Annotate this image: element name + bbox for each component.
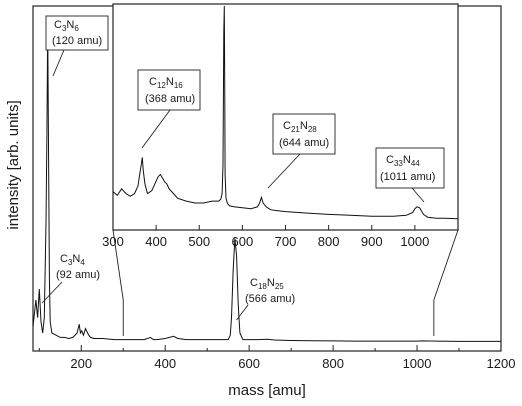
annotation-mass: (368 amu)	[145, 93, 195, 105]
inset-x-tick-label: 700	[275, 234, 297, 249]
annotation-c33n44: C33N44 (1011 amu)	[375, 147, 445, 203]
inset-x-tick-label: 1000	[400, 234, 429, 249]
inset-x-tick-label: 500	[188, 234, 210, 249]
inset-x-tick-label: 800	[318, 234, 340, 249]
annotation-leader	[41, 281, 63, 304]
annotation-formula: C18N25	[250, 277, 284, 291]
main-x-tick-label: 800	[322, 356, 344, 371]
annotation-leader	[141, 109, 171, 149]
annotation-mass: (92 amu)	[56, 269, 100, 281]
x-axis-title: mass [amu]	[228, 382, 306, 399]
main-x-tick-label: 400	[154, 356, 176, 371]
annotation-leader	[52, 49, 65, 77]
annotation-mass: (644 amu)	[279, 137, 329, 149]
annotation-mass: (120 amu)	[52, 35, 102, 47]
annotation-mass: (566 amu)	[245, 293, 295, 305]
main-x-ticks: 200 400 600 800 1000 1200	[38, 345, 516, 371]
annotation-mass: (1011 amu)	[380, 171, 435, 183]
y-axis-title: intensity [arb. units]	[5, 100, 22, 229]
main-x-tick-label: 1200	[487, 356, 516, 371]
main-x-tick-label: 200	[70, 356, 92, 371]
inset-x-tick-label: 900	[361, 234, 383, 249]
inset-spectrum-line	[112, 5, 459, 220]
annotation-formula: C33N44	[386, 154, 420, 168]
annotation-leader	[267, 153, 301, 189]
inset-x-tick-label: 600	[232, 234, 254, 249]
annotation-box	[375, 147, 445, 189]
main-x-tick-label: 600	[238, 356, 260, 371]
inset-x-tick-label: 300	[102, 234, 124, 249]
annotation-formula: C21N28	[283, 120, 317, 134]
zoom-connector-right-upper	[433, 229, 459, 301]
annotation-c21n28: C21N28 (644 amu)	[267, 113, 336, 189]
inset-x-tick-label: 400	[145, 234, 167, 249]
annotation-leader	[411, 187, 425, 203]
main-spectrum-line	[32, 24, 501, 342]
inset-x-ticks: 300 400 500 600 700 800 900 1000	[102, 225, 429, 249]
annotation-formula: C3N4	[60, 253, 85, 267]
annotation-box	[45, 15, 109, 51]
annotation-box	[137, 69, 201, 111]
zoom-connector-left-upper	[112, 229, 124, 301]
annotation-c18n25-leader	[236, 304, 249, 321]
annotation-box	[272, 113, 336, 155]
annotation-formula: C12N16	[149, 76, 183, 90]
annotation-c3n4: C3N4 (92 amu)	[41, 253, 100, 304]
annotation-c18n25: C18N25 (566 amu)	[245, 277, 295, 305]
main-x-tick-label: 1000	[403, 356, 432, 371]
annotation-c12n16: C12N16 (368 amu)	[137, 69, 201, 149]
annotation-c3n6: C3N6 (120 amu)	[45, 15, 109, 77]
annotation-formula: C3N6	[54, 19, 79, 33]
